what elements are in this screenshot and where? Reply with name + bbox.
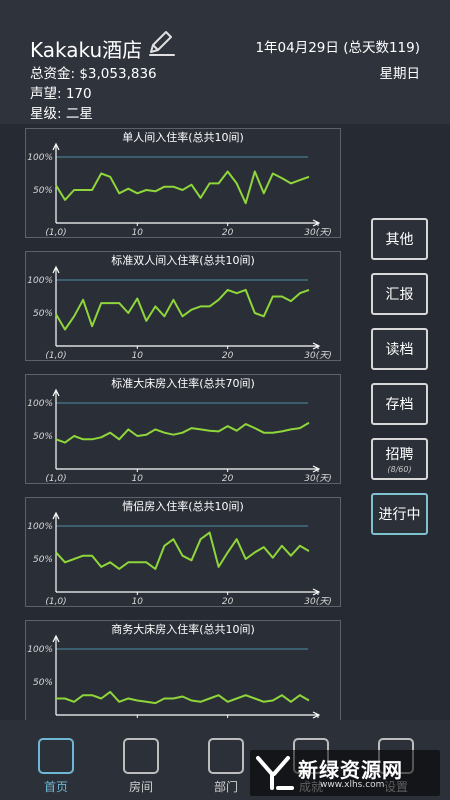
y-tick-label: 100%: [27, 645, 53, 655]
occupancy-chart-couple: 情侣房入住率(总共10间) 100% 50% (1,0) 10 20 30(天): [25, 497, 341, 607]
reputation-text: 声望: 170: [30, 86, 92, 102]
x-tick-label: 30(天): [304, 474, 331, 483]
x-tick-label: 20: [222, 474, 234, 483]
recruit-button[interactable]: 招聘 (8/60): [371, 438, 428, 480]
x-axis-arrow: [312, 465, 321, 473]
nav-departments[interactable]: 部门: [196, 736, 256, 796]
recruit-button-label: 招聘: [385, 447, 414, 463]
x-tick-label: (1,0): [45, 351, 66, 360]
load-button-label: 读档: [385, 342, 414, 358]
weekday-text: 星期日: [379, 66, 421, 82]
x-tick-label: 30(天): [304, 597, 331, 606]
chart-title: 情侣房入住率(总共10间): [122, 499, 244, 513]
chart-svg: 标准大床房入住率(总共70间) 100% 50% (1,0) 10 20 30(天): [27, 376, 331, 483]
y-tick-label: 100%: [27, 153, 53, 163]
report-button-label: 汇报: [385, 287, 414, 303]
other-button[interactable]: 其他: [371, 218, 428, 260]
star-rating-text: 星级: 二星: [30, 106, 93, 122]
x-axis-arrow: [312, 219, 321, 227]
nav-home[interactable]: 首页: [26, 736, 86, 796]
y-tick-label: 50%: [33, 309, 53, 319]
y-axis-arrow: [52, 142, 60, 151]
occupancy-chart-standard-double: 标准大床房入住率(总共70间) 100% 50% (1,0) 10 20 30(天): [25, 374, 341, 484]
running-button-label: 进行中: [378, 507, 421, 523]
y-tick-label: 100%: [27, 276, 53, 286]
x-tick-label: (1,0): [45, 597, 66, 606]
pencil-icon[interactable]: [146, 30, 176, 58]
chart-svg: 单人间入住率(总共10间) 100% 50% (1,0) 10 20 30(天): [27, 130, 331, 237]
y-tick-label: 100%: [27, 399, 53, 409]
hotel-name: Kakaku酒店: [30, 38, 143, 62]
x-tick-label: 30(天): [304, 228, 331, 237]
nav-rooms[interactable]: 房间: [111, 736, 171, 796]
y-axis-arrow: [52, 265, 60, 274]
y-tick-label: 50%: [33, 186, 53, 196]
x-axis-arrow: [312, 588, 321, 596]
status-header: Kakaku酒店 总资金: $3,053,836 声望: 170 星级: 二星 …: [0, 0, 450, 124]
chart-svg: 标准双人间入住率(总共10间) 100% 50% (1,0) 10 20 30(天): [27, 253, 331, 360]
rooms-icon: [123, 738, 159, 774]
x-tick-label: 20: [222, 597, 234, 606]
y-tick-label: 50%: [33, 432, 53, 442]
save-button[interactable]: 存档: [371, 383, 428, 425]
occupancy-line: [56, 690, 310, 705]
x-tick-label: 10: [132, 228, 144, 237]
departments-icon: [208, 738, 244, 774]
running-button[interactable]: 进行中: [371, 493, 428, 535]
x-tick-label: (1,0): [45, 228, 66, 237]
chart-title: 标准双人间入住率(总共10间): [111, 253, 255, 267]
recruit-count: (8/60): [387, 465, 412, 474]
y-axis-arrow: [52, 388, 60, 397]
x-tick-label: 10: [132, 351, 144, 360]
nav-rooms-label: 房间: [128, 780, 153, 794]
load-button[interactable]: 读档: [371, 328, 428, 370]
x-tick-label: (1,0): [45, 474, 66, 483]
occupancy-chart-twin: 标准双人间入住率(总共10间) 100% 50% (1,0) 10 20 30(天): [25, 251, 341, 361]
x-tick-label: 20: [222, 351, 234, 360]
occupancy-chart-list[interactable]: 单人间入住率(总共10间) 100% 50% (1,0) 10 20 30(天) 标准双人间…: [0, 124, 450, 720]
other-button-label: 其他: [385, 232, 414, 248]
occupancy-line: [55, 170, 310, 205]
home-icon: [38, 738, 74, 774]
y-axis-arrow: [52, 511, 60, 520]
x-tick-label: 20: [222, 228, 234, 237]
watermark-logo-icon: [256, 756, 294, 790]
x-tick-label: 10: [132, 597, 144, 606]
x-tick-label: 10: [132, 474, 144, 483]
watermark-title: 新绿资源网: [298, 758, 403, 782]
y-tick-label: 50%: [33, 555, 53, 565]
save-button-label: 存档: [385, 397, 414, 413]
chart-svg: 情侣房入住率(总共10间) 100% 50% (1,0) 10 20 30(天): [27, 499, 331, 606]
chart-title: 单人间入住率(总共10间): [122, 130, 244, 144]
y-tick-label: 50%: [33, 678, 53, 688]
game-date: 1年04月29日 (总天数119): [255, 40, 420, 56]
y-axis-arrow: [52, 634, 60, 643]
occupancy-line: [55, 288, 310, 331]
funds-text: 总资金: $3,053,836: [30, 66, 157, 82]
x-axis-arrow: [312, 342, 321, 350]
occupancy-line: [55, 531, 310, 570]
x-tick-label: 30(天): [304, 351, 331, 360]
occupancy-line: [55, 421, 310, 444]
nav-departments-label: 部门: [213, 780, 238, 794]
chart-title: 商务大床房入住率(总共10间): [111, 622, 255, 636]
report-button[interactable]: 汇报: [371, 273, 428, 315]
y-tick-label: 100%: [27, 522, 53, 532]
x-axis-arrow: [312, 711, 321, 719]
chart-title: 标准大床房入住率(总共70间): [111, 376, 255, 390]
watermark-url: www.xlhs.com: [320, 780, 385, 790]
watermark: 新绿资源网 www.xlhs.com: [250, 750, 440, 796]
nav-home-label: 首页: [43, 780, 68, 794]
occupancy-chart-single: 单人间入住率(总共10间) 100% 50% (1,0) 10 20 30(天): [25, 128, 341, 238]
